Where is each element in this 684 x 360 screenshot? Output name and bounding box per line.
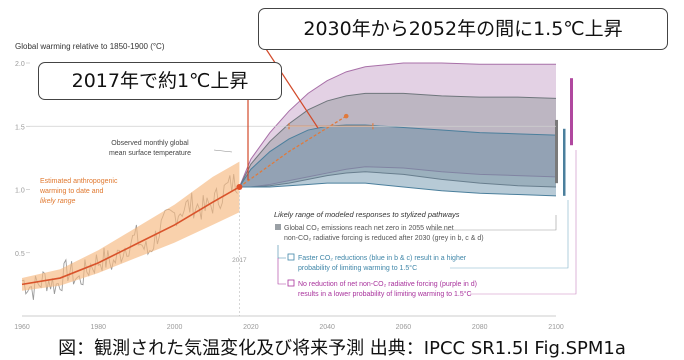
- pathways-title: Likely range of modeled responses to sty…: [274, 210, 460, 219]
- anthropogenic-likely-range: [22, 161, 240, 291]
- blue-swatch: [287, 253, 295, 261]
- blue-side-bar: [563, 128, 566, 196]
- anthropogenic-annotation-line: Estimated anthropogenic: [40, 178, 118, 185]
- projection-bands: [238, 62, 573, 197]
- point-2017: [236, 183, 243, 190]
- purple-side-bar: [570, 78, 573, 146]
- purple-legend-line: No reduction of net non-CO₂ radiative fo…: [298, 281, 477, 288]
- blue-connector: [277, 245, 286, 259]
- observed-annotation-line: mean surface temperature: [109, 150, 191, 157]
- chart-title: Global warming relative to 1850-1900 (°C…: [15, 42, 165, 51]
- axis-layer: Global warming relative to 1850-1900 (°C…: [14, 42, 564, 331]
- callout-2030-2052: 2030年から2052年の間に1.5℃上昇: [258, 8, 668, 50]
- x-tick-label: 2000: [167, 324, 183, 331]
- grey-swatch: [275, 224, 281, 230]
- purple-side-connector: [470, 150, 577, 295]
- grey-side-connector: [430, 215, 557, 231]
- anthropogenic-warming-line: [21, 186, 240, 286]
- purple-range-upper: [238, 62, 556, 188]
- purple-connector: [277, 258, 286, 285]
- x-tick-label: 2040: [319, 324, 335, 331]
- x-tick-label: 1960: [14, 324, 30, 331]
- y-tick-label: 1.5: [15, 124, 25, 131]
- y-tick-label: 1.0: [15, 188, 25, 195]
- figure-caption: 図：観測された気温変化及び将来予測 出典：IPCC SR1.5I Fig.SPM…: [58, 338, 626, 359]
- anthropogenic-annotation-line: likely range: [40, 198, 76, 205]
- grey-legend-line: Global CO₂ emissions reach net zero in 2…: [284, 225, 454, 232]
- blue-range-lower: [239, 182, 557, 197]
- x-tick-label: 1980: [90, 324, 106, 331]
- purple-swatch: [287, 279, 295, 287]
- purple-range-lower: [239, 166, 557, 188]
- grey-legend-line: non-CO₂ radiative forcing is reduced aft…: [284, 235, 484, 242]
- x-tick-label: 2060: [396, 324, 412, 331]
- anthropogenic-annotation-line: warming to date and: [39, 188, 104, 195]
- x-tick-label: 2080: [472, 324, 488, 331]
- blue-side-connector: [450, 200, 569, 269]
- callout-2017: 2017年で約1℃上昇: [38, 62, 282, 100]
- pathways-legend: Likely range of modeled responses to sty…: [274, 150, 577, 298]
- observed-annotation-leader: [213, 149, 233, 153]
- grey-range-band: [239, 93, 556, 187]
- x-tick-label: 2020: [243, 324, 259, 331]
- blue-legend-line: probability of limiting warming to 1.5°C: [298, 264, 417, 272]
- blue-legend-line: Faster CO₂ reductions (blue in b & c) re…: [298, 255, 467, 262]
- grey-range-lower: [239, 171, 557, 188]
- y-tick-label: 0.5: [15, 251, 25, 258]
- purple-legend-line: results in a lower probability of limiti…: [298, 290, 472, 298]
- projection-end-point: [343, 113, 349, 119]
- y-tick-label: 2.0: [15, 61, 25, 68]
- grey-side-bar: [555, 119, 558, 184]
- blue-range-upper: [238, 124, 557, 188]
- observed-annotation-line: Observed monthly global: [111, 140, 189, 147]
- x-tick-label: 2100: [548, 324, 564, 331]
- grey-range-upper: [238, 92, 557, 188]
- purple-range-band: [239, 63, 556, 187]
- projection-dashed-line: [239, 115, 347, 188]
- year-2017-label: 2017: [232, 257, 247, 264]
- blue-range-band: [239, 124, 556, 196]
